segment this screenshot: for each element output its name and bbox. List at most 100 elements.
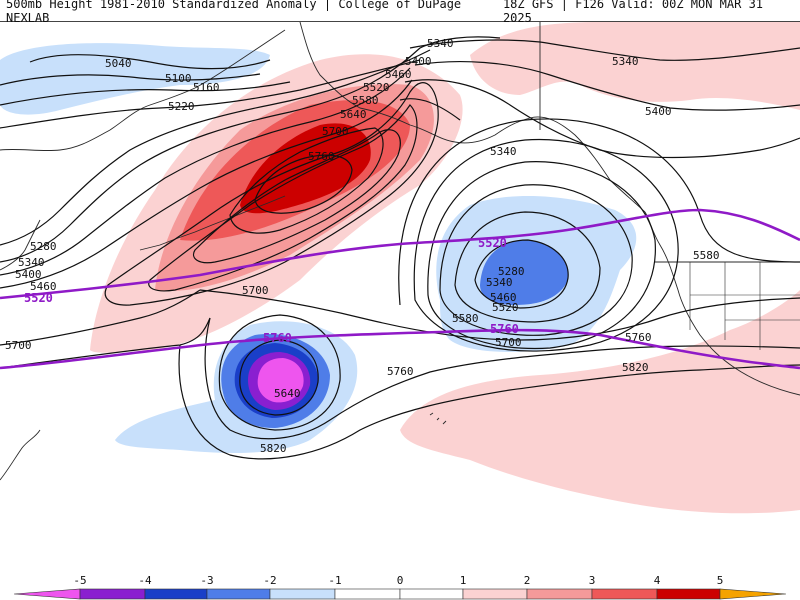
swatch-pos1 bbox=[462, 588, 528, 600]
contour-5160 bbox=[0, 81, 291, 106]
coastline-bc bbox=[644, 211, 800, 396]
contour-label-5460-ne: 5460 bbox=[385, 68, 412, 81]
swatch-zero-b bbox=[399, 588, 464, 600]
contour-label-5280-low: 5280 bbox=[498, 265, 525, 278]
coastline-alaska bbox=[299, 22, 646, 213]
contour-label-5700-low: 5700 bbox=[495, 336, 522, 349]
contour-5100 bbox=[0, 73, 261, 86]
contour-label-5460-low: 5460 bbox=[490, 291, 517, 304]
contour-label-5400-w: 5400 bbox=[15, 268, 42, 281]
climo-label-5760-east: 5760 bbox=[490, 322, 519, 336]
anomaly-neg5 bbox=[257, 358, 304, 403]
contour-5580-closed bbox=[148, 104, 418, 292]
contour-5700-west bbox=[0, 289, 201, 346]
colorbar-ticks: -5 -4 -3 -2 -1 0 1 2 3 4 5 bbox=[73, 574, 723, 587]
colorbar-tick-neg3: -3 bbox=[200, 574, 213, 587]
contour-label-5040: 5040 bbox=[105, 57, 132, 70]
anomaly-neg1-west bbox=[0, 43, 270, 115]
contour-label-5580-ne: 5580 bbox=[352, 94, 379, 107]
colorbar-tick-neg2: -2 bbox=[263, 574, 276, 587]
contour-label-5700-ne: 5700 bbox=[322, 125, 349, 138]
contour-label-5160: 5160 bbox=[193, 81, 220, 94]
contour-5760-closed bbox=[254, 154, 353, 214]
coastline-kamchatka bbox=[0, 219, 41, 271]
contour-label-5760-e: 5760 bbox=[625, 331, 652, 344]
contour-5220 bbox=[0, 59, 421, 129]
contour-5820-south bbox=[178, 344, 800, 460]
contour-5340-low bbox=[454, 211, 601, 323]
contour-5640-low bbox=[239, 339, 319, 416]
contour-label-5700-mid: 5700 bbox=[242, 284, 269, 297]
anomaly-map: 5040 5100 5160 5220 5340 5400 5460 5520 … bbox=[0, 22, 800, 570]
title-bar: 500mb Height 1981-2010 Standardized Anom… bbox=[0, 0, 800, 25]
colorbar-tick-0: 0 bbox=[397, 574, 404, 587]
contour-5340-north bbox=[409, 39, 800, 61]
coastlines bbox=[0, 22, 800, 481]
contour-5640-closed bbox=[193, 129, 401, 264]
colorbar-swatches bbox=[13, 588, 787, 600]
height-contours bbox=[0, 36, 800, 460]
contour-label-5280-w: 5280 bbox=[30, 240, 57, 253]
climo-5520-line bbox=[0, 208, 800, 300]
colorbar-tick-neg5: -5 bbox=[73, 574, 86, 587]
contour-5580-low bbox=[398, 118, 800, 306]
colorbar-tick-neg1: -1 bbox=[328, 574, 341, 587]
colorbar-tick-pos3: 3 bbox=[589, 574, 596, 587]
swatch-zero-a bbox=[334, 588, 401, 600]
climo-5760-line bbox=[0, 328, 800, 370]
anomaly-neg2-east bbox=[480, 240, 569, 305]
contour-5280-west bbox=[0, 49, 431, 246]
contour-5520-mid bbox=[399, 98, 461, 121]
swatch-neg1 bbox=[269, 588, 336, 600]
coastline-japan bbox=[0, 429, 41, 481]
state-lines bbox=[689, 262, 800, 350]
contour-labels: 5040 5100 5160 5220 5340 5400 5460 5520 … bbox=[5, 37, 720, 455]
climo-label-5520-east: 5520 bbox=[478, 236, 507, 250]
colorbar-tick-pos1: 1 bbox=[460, 574, 467, 587]
climo-labels: 5520 5520 5760 5760 bbox=[24, 236, 519, 345]
swatch-neg2 bbox=[206, 588, 271, 600]
contour-5460-west bbox=[0, 79, 413, 289]
contour-label-5640-low: 5640 bbox=[274, 387, 301, 400]
climo-label-5760-west: 5760 bbox=[263, 331, 292, 345]
climo-label-5520-west: 5520 bbox=[24, 291, 53, 305]
contour-5700-mid bbox=[199, 289, 800, 341]
coastline-aleutians bbox=[139, 195, 286, 251]
contour-5760-mid bbox=[0, 317, 211, 369]
contour-label-5580-low: 5580 bbox=[452, 312, 479, 325]
contour-label-5220: 5220 bbox=[168, 100, 195, 113]
contour-label-5760-mid: 5760 bbox=[387, 365, 414, 378]
coastline-siberia bbox=[0, 29, 286, 152]
contour-5700-low bbox=[218, 314, 341, 431]
contour-5280-low bbox=[474, 239, 569, 309]
contour-label-5400-e: 5400 bbox=[645, 105, 672, 118]
contour-5400-west bbox=[0, 67, 411, 276]
contour-label-5640-ne: 5640 bbox=[340, 108, 367, 121]
contour-label-5520-ne: 5520 bbox=[363, 81, 390, 94]
swatch-pos5-arrow bbox=[719, 588, 787, 600]
contour-5400-low bbox=[439, 184, 633, 336]
contour-label-5400-ne: 5400 bbox=[405, 55, 432, 68]
swatch-neg4 bbox=[79, 588, 146, 600]
contour-label-5340-n: 5340 bbox=[612, 55, 639, 68]
colorbar-tick-neg4: -4 bbox=[138, 574, 152, 587]
hawaii-islands bbox=[429, 412, 447, 425]
model-valid-time: 18Z GFS | F126 Valid: 00Z MON MAR 31 202… bbox=[502, 0, 764, 25]
contour-label-5580-e: 5580 bbox=[693, 249, 720, 262]
contour-label-5520-low: 5520 bbox=[492, 301, 519, 314]
climatology-lines bbox=[0, 208, 800, 370]
swatch-neg3 bbox=[144, 588, 208, 600]
swatch-pos4 bbox=[656, 588, 721, 600]
swatch-pos3 bbox=[591, 588, 658, 600]
map-title: 500mb Height 1981-2010 Standardized Anom… bbox=[6, 0, 462, 25]
colorbar: -5 -4 -3 -2 -1 0 1 2 3 4 5 bbox=[0, 570, 800, 600]
anomaly-pos1-small bbox=[500, 390, 531, 409]
contour-label-5340-low: 5340 bbox=[486, 276, 513, 289]
contour-label-5460-w: 5460 bbox=[30, 280, 57, 293]
contour-5340-west bbox=[0, 36, 501, 263]
contour-5460-low bbox=[427, 161, 656, 350]
contour-5040 bbox=[29, 54, 271, 70]
contour-5700-closed bbox=[229, 127, 384, 234]
colorbar-tick-pos2: 2 bbox=[524, 574, 531, 587]
contour-5520-low bbox=[413, 138, 679, 352]
